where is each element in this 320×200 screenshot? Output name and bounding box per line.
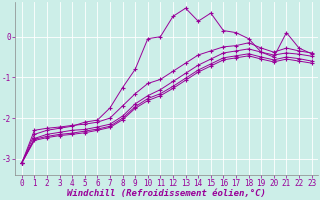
- X-axis label: Windchill (Refroidissement éolien,°C): Windchill (Refroidissement éolien,°C): [67, 189, 266, 198]
